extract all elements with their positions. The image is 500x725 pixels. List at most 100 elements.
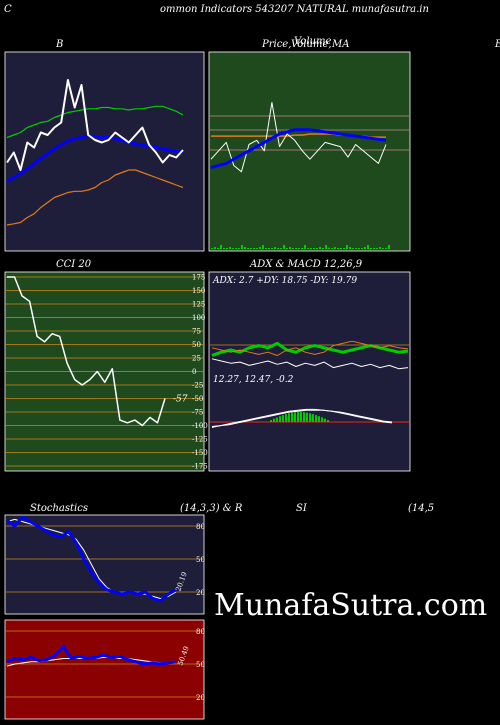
header-left-letter: C bbox=[4, 4, 12, 15]
volume-bar bbox=[352, 248, 354, 249]
macd-signal-line bbox=[211, 409, 393, 427]
volume-bar bbox=[283, 245, 285, 249]
price-ma-title-b: Volume, bbox=[291, 39, 332, 50]
macd-readout-text: 12.27, 12.47, -0.2 bbox=[213, 375, 294, 385]
cci-tick-label: -100 bbox=[192, 422, 208, 430]
adx-readout-text: ADX: 2.7 +DY: 18.75 -DY: 19.79 bbox=[212, 276, 357, 286]
volume-bar bbox=[250, 248, 252, 249]
volume-bar bbox=[247, 248, 249, 249]
volume-bar bbox=[367, 245, 369, 249]
cci-tick-label: -125 bbox=[192, 436, 208, 444]
macd-hist-bar bbox=[282, 415, 284, 422]
cci-tick-label: 100 bbox=[192, 314, 205, 322]
volume-bar bbox=[256, 248, 258, 249]
volume-bar bbox=[214, 247, 216, 249]
volume-bar bbox=[262, 245, 264, 249]
volume-bar bbox=[280, 248, 282, 249]
macd-hist-bar bbox=[303, 412, 305, 422]
cci-tick-label: 125 bbox=[192, 301, 205, 309]
volume-bar bbox=[334, 247, 336, 249]
volume-bar bbox=[379, 247, 381, 249]
volume-bar bbox=[223, 248, 225, 249]
stoch-tick-label: 50 bbox=[196, 556, 205, 564]
macd-hist-bar bbox=[300, 412, 302, 422]
cci-last-value: -57 bbox=[173, 395, 188, 405]
stochastics-panel bbox=[4, 514, 205, 615]
macd-hist-bar bbox=[324, 418, 326, 422]
volume-bar bbox=[277, 248, 279, 249]
cci-tick-label: -50 bbox=[192, 395, 203, 403]
volume-bar bbox=[343, 248, 345, 249]
cci-tick-label: 25 bbox=[192, 355, 201, 363]
cci-line bbox=[7, 276, 166, 427]
cci-tick-label: 175 bbox=[192, 274, 205, 282]
price-ma-title-d: Volume bbox=[294, 36, 332, 47]
volume-bar bbox=[244, 247, 246, 249]
bollinger-price-line bbox=[6, 79, 184, 171]
volume-bar bbox=[274, 247, 276, 249]
price-ma-title-c: MA bbox=[332, 39, 350, 50]
volume-bar bbox=[376, 248, 378, 249]
volume-bar bbox=[301, 248, 303, 249]
volume-bar bbox=[211, 248, 213, 249]
macd-hist-bar bbox=[288, 413, 290, 422]
macd-hist-bar bbox=[297, 412, 299, 422]
rsi-line bbox=[6, 644, 177, 666]
volume-bar bbox=[325, 245, 327, 249]
macd-hist-bar bbox=[318, 416, 320, 422]
volume-bar bbox=[307, 248, 309, 249]
volume-bar bbox=[355, 248, 357, 249]
adx-adx-line bbox=[211, 358, 409, 370]
rsi-tick-label: 80 bbox=[196, 628, 205, 636]
adx-minus_di-line bbox=[211, 340, 409, 356]
macd-hist-bar bbox=[321, 417, 323, 422]
price-ma-price-line bbox=[210, 102, 387, 173]
volume-bar bbox=[346, 245, 348, 249]
macd-hist-bar bbox=[273, 418, 275, 422]
volume-bar bbox=[361, 248, 363, 249]
macd-hist-bar bbox=[285, 414, 287, 422]
macd-hist-bar bbox=[291, 412, 293, 422]
volume-bar bbox=[331, 248, 333, 249]
volume-bar bbox=[382, 248, 384, 249]
price-ma-panel bbox=[208, 51, 411, 252]
cci-tick-label: -75 bbox=[192, 409, 203, 417]
volume-bar bbox=[295, 248, 297, 249]
macd-hist-bar bbox=[327, 420, 329, 422]
volume-bar bbox=[316, 248, 318, 249]
macd-hist-bar bbox=[279, 416, 281, 422]
header-title: ommon Indicators 543207 NATURAL munafasu… bbox=[160, 4, 429, 15]
cci-tick-label: 150 bbox=[192, 287, 205, 295]
macd-hist-bar bbox=[306, 412, 308, 422]
volume-bar bbox=[340, 248, 342, 249]
macd-hist-bar bbox=[276, 417, 278, 422]
macd-hist-bar bbox=[294, 412, 296, 422]
volume-bar bbox=[289, 247, 291, 249]
adx-macd-panel bbox=[208, 271, 411, 472]
volume-bar bbox=[373, 248, 375, 249]
volume-bar bbox=[232, 248, 234, 249]
macd-hist-bar bbox=[270, 420, 272, 422]
volume-bar bbox=[286, 248, 288, 249]
volume-bar bbox=[319, 247, 321, 249]
stoch-tick-label: 20 bbox=[196, 589, 205, 597]
stoch-k-line bbox=[6, 515, 177, 603]
volume-bar bbox=[349, 247, 351, 249]
volume-bar bbox=[235, 248, 237, 249]
rsi-panel bbox=[4, 619, 205, 720]
volume-bar bbox=[364, 247, 366, 249]
volume-bar bbox=[304, 245, 306, 249]
volume-bar bbox=[385, 248, 387, 249]
macd-hist-bar bbox=[315, 415, 317, 422]
volume-bar bbox=[370, 248, 372, 249]
stoch-tick-label: 80 bbox=[196, 523, 205, 531]
volume-bar bbox=[220, 245, 222, 249]
cci-tick-label: -175 bbox=[192, 463, 208, 471]
volume-bar bbox=[298, 248, 300, 249]
volume-bar bbox=[241, 245, 243, 249]
volume-bar bbox=[358, 248, 360, 249]
adx-macd-title: ADX & MACD 12,26,9 bbox=[250, 259, 363, 270]
cci-tick-label: -150 bbox=[192, 449, 208, 457]
bollinger-lower-line bbox=[6, 169, 184, 226]
